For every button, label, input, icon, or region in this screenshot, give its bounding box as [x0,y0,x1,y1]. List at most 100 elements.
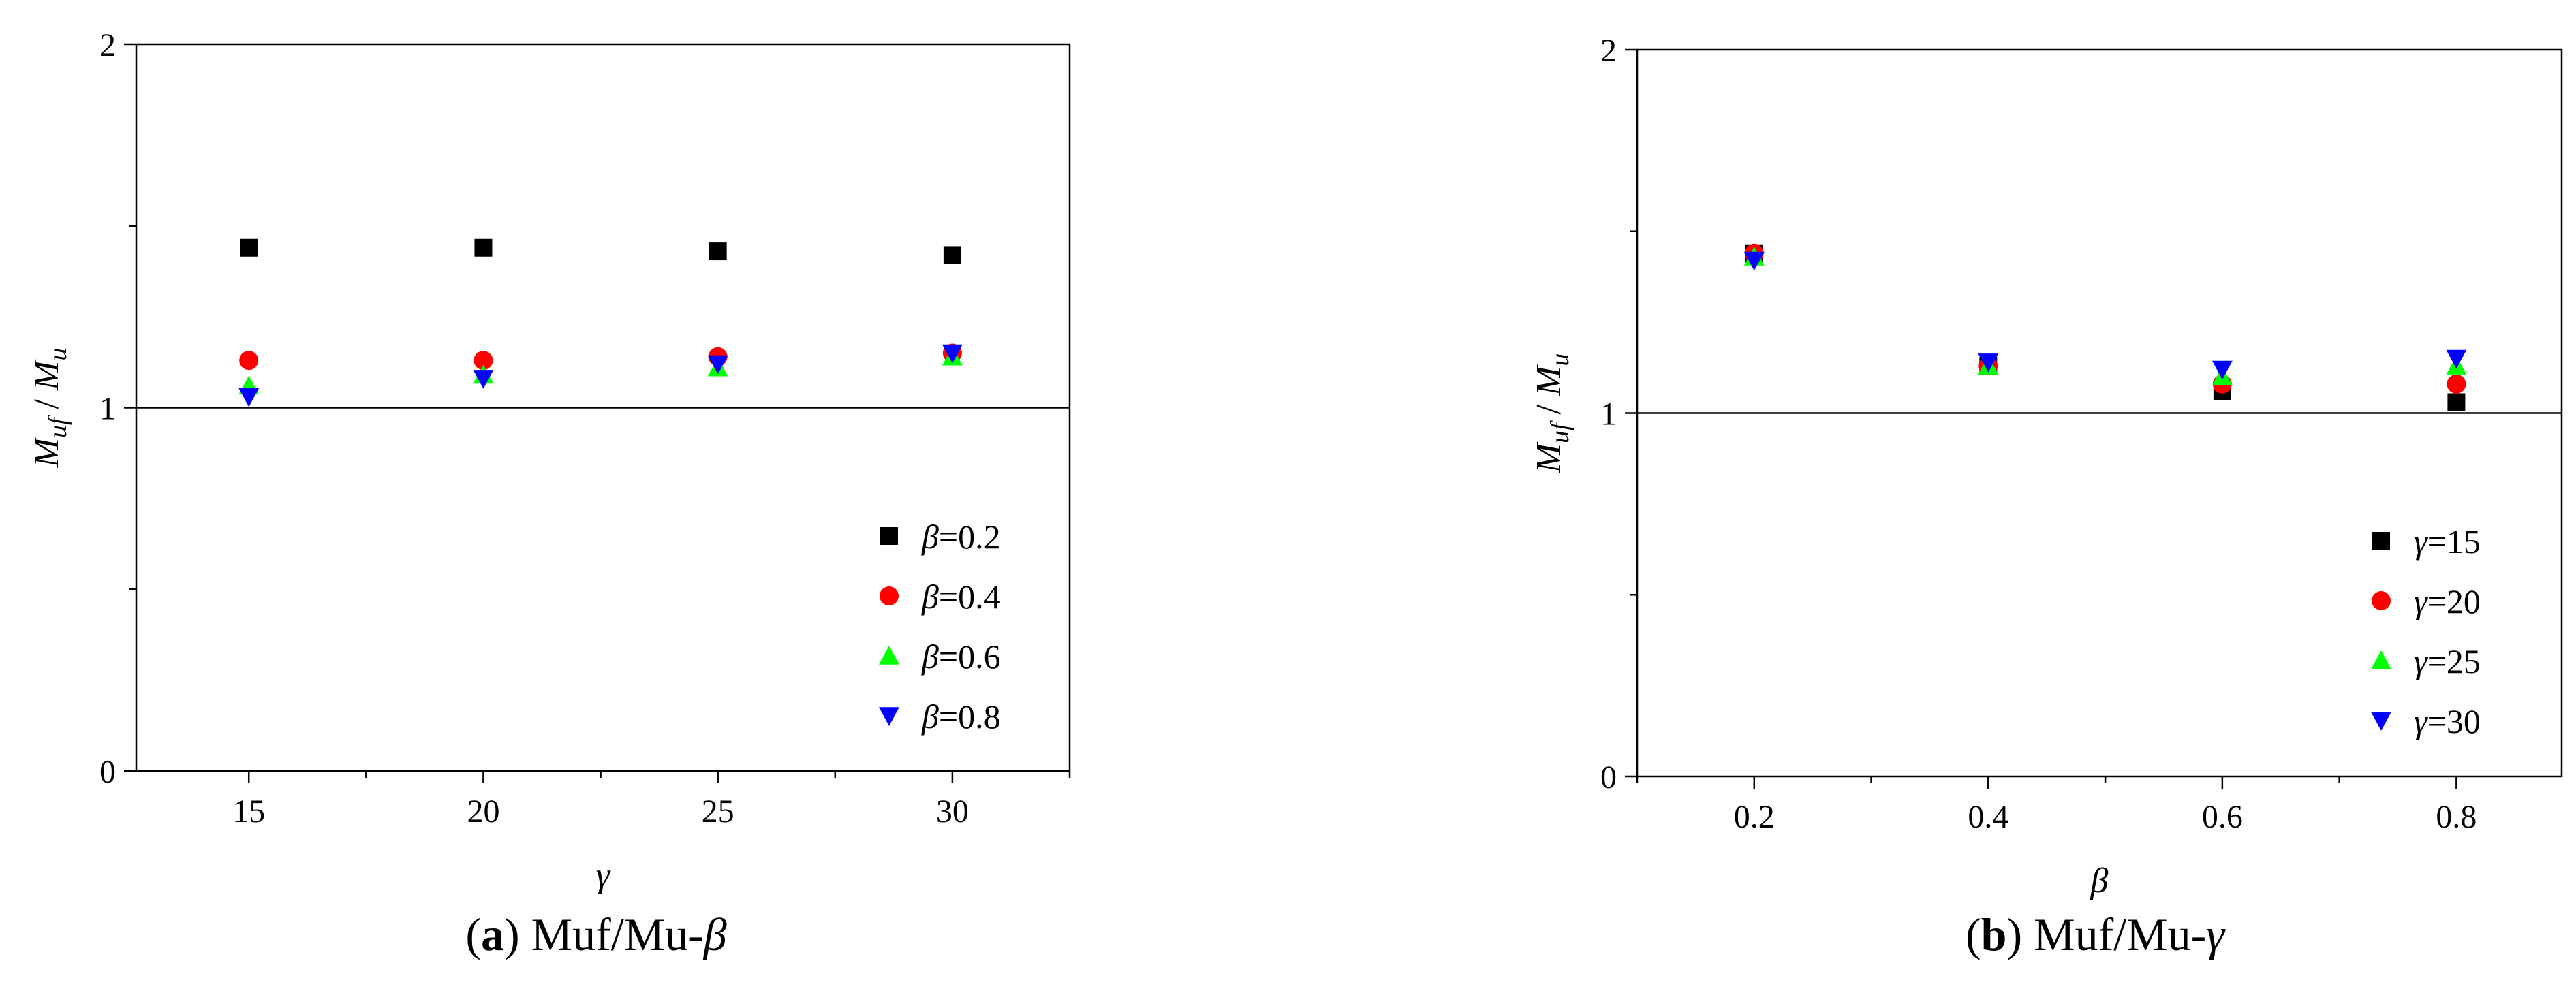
legend-value: =25 [2427,642,2481,680]
legend: γ=15γ=20γ=25γ=30 [2371,522,2481,740]
caption-text: Muf/Mu- [531,909,704,960]
y-label-sub1: uf [1546,420,1574,443]
y-label-m2: M [27,359,66,391]
legend-marker [880,586,899,605]
x-tick-label: 0.2 [1734,799,1775,835]
data-point [474,238,493,257]
y-label-sub1: uf [44,415,72,438]
y-label-sep: / [1530,396,1568,423]
legend-symbol: γ [2414,582,2428,620]
data-point [943,246,961,264]
legend-marker [879,707,899,726]
data-point [709,242,727,261]
data-point [1743,251,1765,271]
caption-letter: a [481,909,504,960]
y-tick-label: 1 [1600,396,1617,432]
series-triangle-down [1743,251,2467,380]
x-tick-label: 0.4 [1968,799,2008,835]
y-axis-label: Muf / Mu [1530,353,1574,474]
data-point [2446,349,2467,369]
legend-label: γ=30 [2414,702,2481,740]
data-point [2447,374,2466,394]
legend-symbol: β [921,697,939,736]
figure-caption: (a) Muf/Mu-β [465,909,726,960]
legend-symbol: γ [2414,522,2428,561]
y-label-m1: M [1530,441,1568,473]
data-point [942,344,963,364]
data-point [240,238,258,257]
legend-value: =0.4 [939,578,1001,616]
caption-text: Muf/Mu- [2034,909,2206,960]
y-label-sub2: u [1546,353,1574,366]
series-circle [239,343,962,371]
series-circle [1744,243,2466,394]
legend-symbol: β [921,518,939,556]
data-point [2447,393,2466,411]
caption-letter: b [1981,909,2007,960]
series-triangle-up [1743,247,2467,385]
legend-label: γ=15 [2414,522,2481,561]
y-axis-label: Muf / Mu [27,348,72,469]
legend-marker [2372,532,2390,550]
y-label-sep: / [27,390,66,417]
legend-label: β=0.6 [921,637,1001,676]
x-axis-label: γ [596,856,611,895]
data-point [1978,353,1999,373]
legend-marker [879,646,899,665]
data-point [2212,360,2233,380]
legend-value: =15 [2427,522,2481,561]
y-tick-label: 2 [1600,33,1617,69]
legend-symbol: β [921,578,939,616]
caption-paren-open: ( [465,909,481,960]
series-square [240,238,961,264]
data-point [238,388,260,407]
legend-label: β=0.4 [921,578,1001,616]
legend-value: =30 [2427,702,2481,740]
caption-paren-close: ) [2006,909,2034,960]
data-point [239,351,259,371]
legend-value: =20 [2427,582,2481,620]
y-tick-label: 2 [99,27,116,63]
caption-symbol: γ [2206,909,2226,960]
legend-label: β=0.8 [921,697,1001,736]
y-tick-label: 0 [99,754,116,790]
y-label-m1: M [27,436,66,468]
legend-symbol: γ [2414,642,2428,680]
legend-label: β=0.2 [921,518,1001,556]
caption-symbol: β [702,909,727,960]
legend-label: γ=20 [2414,582,2481,620]
caption-paren-open: ( [1966,909,1981,960]
legend-marker [880,527,898,545]
series-triangle-up [238,346,963,395]
data-point [707,355,728,375]
legend-symbol: γ [2414,702,2428,740]
y-tick-label: 1 [99,391,116,427]
legend: β=0.2β=0.4β=0.6β=0.8 [879,518,1001,736]
legend-marker [2371,712,2391,731]
y-label-m2: M [1530,364,1568,396]
data-point [473,370,494,389]
legend-marker [2372,591,2391,610]
legend-marker [2371,650,2391,669]
x-tick-label: 30 [936,793,969,830]
x-axis-label: β [2090,862,2109,900]
y-tick-label: 0 [1600,759,1617,795]
x-tick-label: 20 [467,793,499,830]
legend-value: =0.8 [939,697,1001,736]
x-tick-label: 15 [232,793,265,830]
figure-caption: (b) Muf/Mu-γ [1966,909,2226,960]
x-tick-label: 0.6 [2202,799,2243,835]
x-tick-label: 0.8 [2436,799,2477,835]
series-triangle-down [238,344,963,407]
x-tick-label: 25 [702,793,734,830]
caption-paren-close: ) [504,909,531,960]
legend-value: =0.6 [939,637,1001,676]
legend-label: γ=25 [2414,642,2481,680]
legend-symbol: β [921,637,939,676]
data-point [474,351,493,371]
series-square [1745,244,2466,411]
legend-value: =0.2 [939,518,1001,556]
